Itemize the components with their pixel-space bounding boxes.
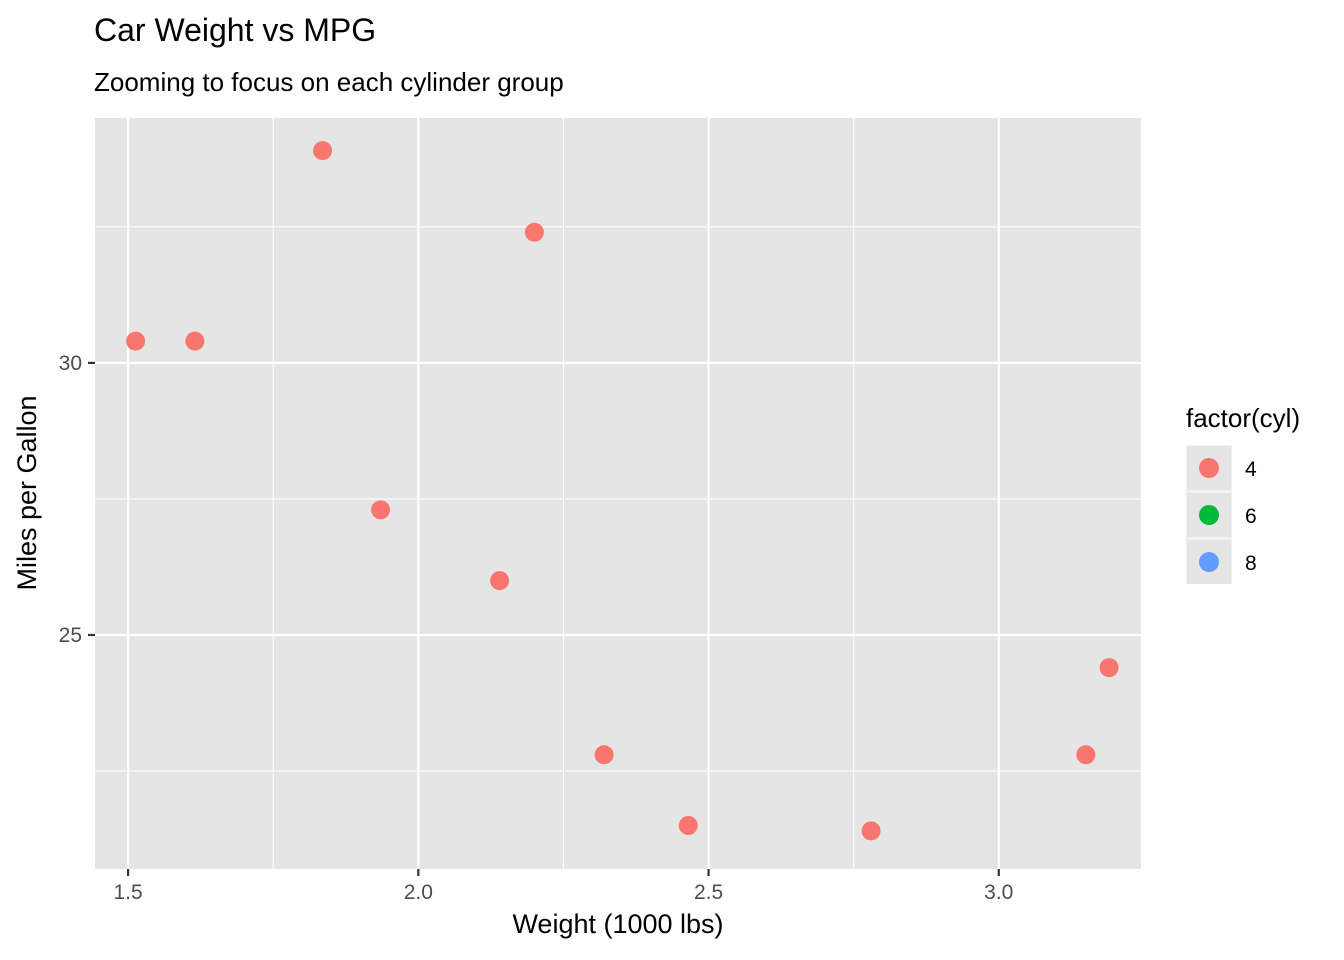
y-tick-label: 25 bbox=[59, 624, 82, 647]
y-axis-title: Miles per Gallon bbox=[12, 395, 42, 590]
x-axis-title: Weight (1000 lbs) bbox=[512, 909, 723, 939]
data-point bbox=[185, 331, 205, 351]
legend-swatch bbox=[1199, 552, 1219, 572]
x-tick-label: 3.0 bbox=[984, 881, 1013, 904]
plot-panel bbox=[95, 118, 1141, 869]
data-point bbox=[1076, 745, 1096, 765]
data-point bbox=[524, 222, 544, 242]
data-point bbox=[313, 141, 333, 161]
data-point bbox=[678, 815, 698, 835]
data-point bbox=[594, 745, 614, 765]
y-axis: 25 30 bbox=[59, 352, 95, 647]
data-point bbox=[1099, 658, 1119, 678]
legend-label: 4 bbox=[1245, 458, 1257, 481]
data-point bbox=[490, 571, 510, 591]
data-point bbox=[126, 331, 146, 351]
legend-title: factor(cyl) bbox=[1186, 403, 1300, 433]
major-gridlines bbox=[95, 118, 1141, 869]
legend-label: 6 bbox=[1245, 505, 1257, 528]
minor-gridlines bbox=[95, 118, 1141, 869]
chart-title: Car Weight vs MPG bbox=[94, 12, 376, 48]
x-axis: 1.5 2.0 2.5 3.0 bbox=[113, 869, 1013, 904]
legend-label: 8 bbox=[1245, 552, 1257, 575]
y-tick-label: 30 bbox=[59, 352, 82, 375]
legend-swatch bbox=[1199, 458, 1219, 478]
chart-subtitle: Zooming to focus on each cylinder group bbox=[94, 67, 564, 97]
data-point bbox=[861, 821, 881, 841]
data-points bbox=[126, 141, 1119, 841]
x-tick-label: 2.5 bbox=[694, 881, 723, 904]
x-tick-label: 1.5 bbox=[113, 881, 142, 904]
legend-swatch bbox=[1199, 505, 1219, 525]
legend: factor(cyl) 4 6 8 bbox=[1186, 403, 1300, 584]
data-point bbox=[371, 500, 391, 520]
legend-items: 4 6 8 bbox=[1186, 445, 1257, 584]
x-tick-label: 2.0 bbox=[404, 881, 433, 904]
